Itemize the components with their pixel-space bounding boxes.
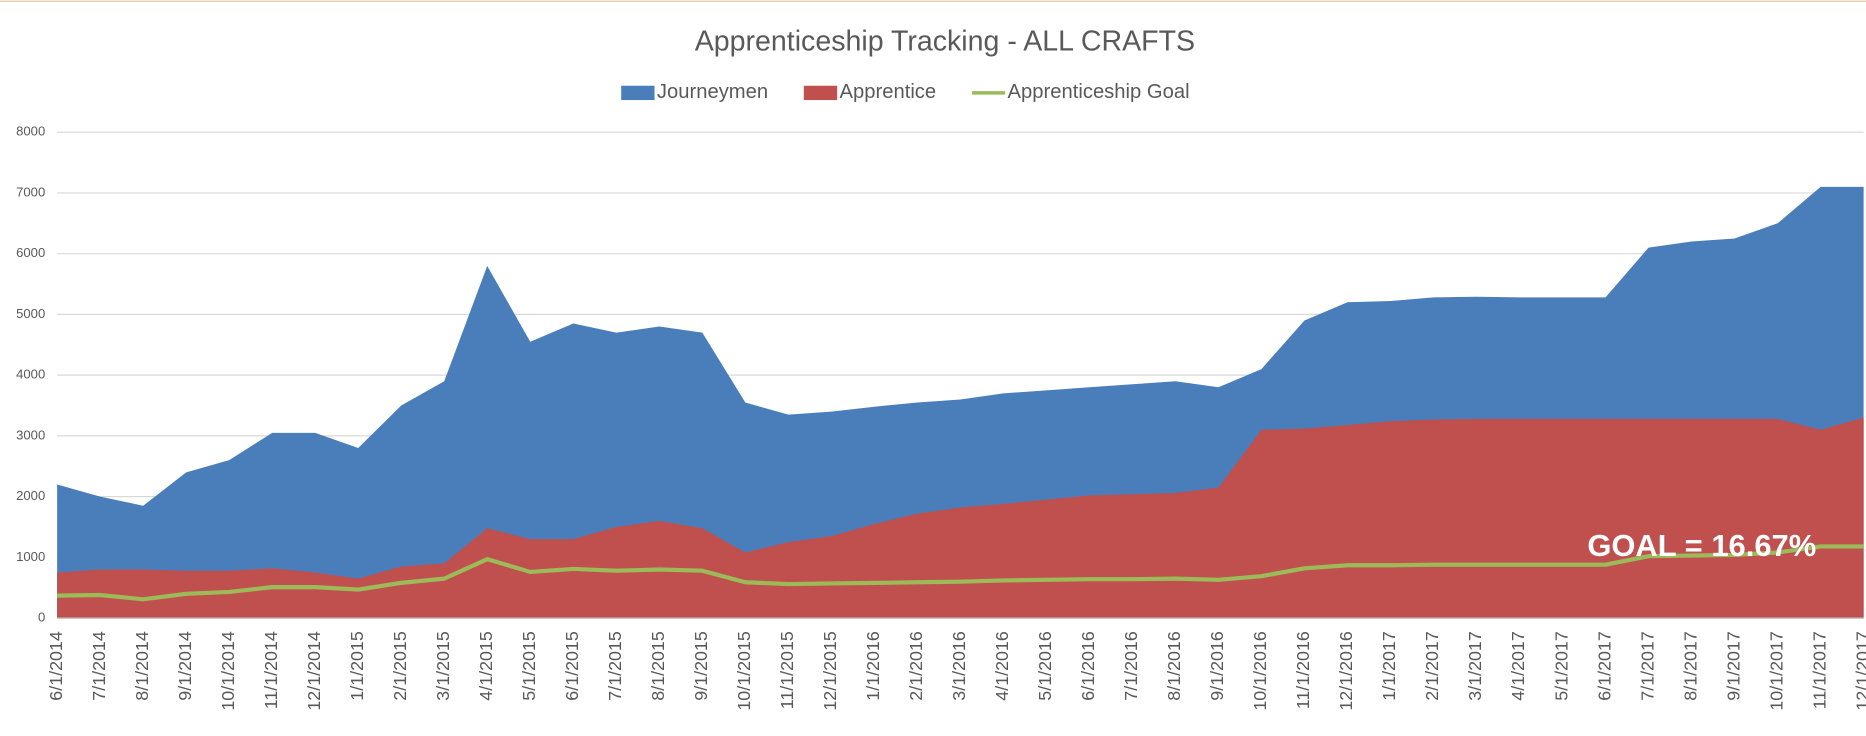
- x-tick-label: 2/1/2017: [1422, 631, 1442, 701]
- x-tick-label: 7/1/2014: [89, 631, 109, 701]
- x-tick-label: 1/1/2015: [347, 631, 367, 701]
- y-tick-label: 1000: [16, 549, 45, 564]
- legend-label: Apprentice: [840, 81, 937, 103]
- x-tick-label: 2/1/2015: [390, 631, 410, 701]
- x-tick-label: 12/1/2016: [1336, 631, 1356, 710]
- x-tick-label: 11/1/2015: [777, 631, 797, 709]
- x-tick-label: 1/1/2017: [1379, 631, 1399, 701]
- area: [57, 417, 1864, 619]
- x-tick-label: 8/1/2017: [1680, 631, 1700, 701]
- x-tick-label: 12/1/2017: [1852, 631, 1866, 710]
- legend-label: Journeymen: [657, 81, 768, 103]
- x-tick-label: 3/1/2017: [1465, 631, 1485, 701]
- x-tick-label: 10/1/2017: [1766, 631, 1786, 710]
- x-tick-label: 10/1/2014: [218, 631, 238, 710]
- x-tick-label: 6/1/2016: [1078, 631, 1098, 701]
- x-tick-label: 4/1/2016: [992, 631, 1012, 701]
- x-tick-label: 8/1/2015: [648, 631, 668, 701]
- x-tick-label: 7/1/2015: [605, 631, 625, 701]
- y-tick-label: 3000: [16, 427, 45, 442]
- x-tick-label: 11/1/2014: [261, 631, 281, 709]
- x-tick-label: 12/1/2014: [304, 631, 324, 710]
- x-tick-label: 9/1/2016: [1207, 631, 1227, 701]
- y-tick-label: 4000: [16, 367, 45, 382]
- y-tick-label: 6000: [16, 245, 45, 260]
- annotation: GOAL = 16.67%: [1587, 528, 1816, 563]
- y-tick-label: 5000: [16, 306, 45, 321]
- x-tick-label: 8/1/2014: [132, 631, 152, 701]
- x-tick-label: 7/1/2016: [1121, 631, 1141, 701]
- x-tick-label: 9/1/2014: [175, 631, 195, 701]
- x-tick-label: 6/1/2017: [1594, 631, 1614, 701]
- chart-title: Apprenticeship Tracking - ALL CRAFTS: [695, 25, 1195, 57]
- x-tick-label: 6/1/2015: [562, 631, 582, 701]
- x-tick-label: 10/1/2016: [1250, 631, 1270, 710]
- x-tick-label: 10/1/2015: [734, 631, 754, 710]
- x-tick-label: 12/1/2015: [820, 631, 840, 710]
- line: [57, 544, 1864, 602]
- legend-label: Apprenticeship Goal: [1008, 81, 1190, 103]
- x-tick-label: 1/1/2016: [863, 631, 883, 701]
- y-tick-label: 2000: [16, 488, 45, 503]
- x-tick-label: 8/1/2016: [1164, 631, 1184, 701]
- y-tick-label: 8000: [16, 124, 45, 139]
- y-tick-label: 7000: [16, 184, 45, 199]
- y-tick-label: 0: [38, 610, 45, 625]
- x-tick-label: 3/1/2015: [433, 631, 453, 701]
- x-tick-label: 5/1/2015: [519, 631, 539, 701]
- x-tick-label: 9/1/2017: [1723, 631, 1743, 701]
- x-tick-label: 11/1/2016: [1293, 631, 1313, 709]
- x-tick-label: 5/1/2017: [1551, 631, 1571, 701]
- x-tick-label: 4/1/2015: [476, 631, 496, 701]
- x-tick-label: 2/1/2016: [906, 631, 926, 701]
- x-tick-label: 7/1/2017: [1637, 631, 1657, 701]
- x-tick-label: 9/1/2015: [691, 631, 711, 701]
- x-tick-label: 11/1/2017: [1809, 631, 1829, 709]
- x-tick-label: 4/1/2017: [1508, 631, 1528, 701]
- plot-area: 0 1000 2000 3000 4000 5000 6000 7000 8000 6/1/201…: [16, 124, 1866, 711]
- legend-swatch: [803, 85, 838, 101]
- legend-swatch: [621, 85, 655, 101]
- x-tick-label: 3/1/2016: [949, 631, 969, 701]
- x-tick-label: 6/1/2014: [46, 631, 66, 701]
- x-tick-label: 5/1/2016: [1035, 631, 1055, 701]
